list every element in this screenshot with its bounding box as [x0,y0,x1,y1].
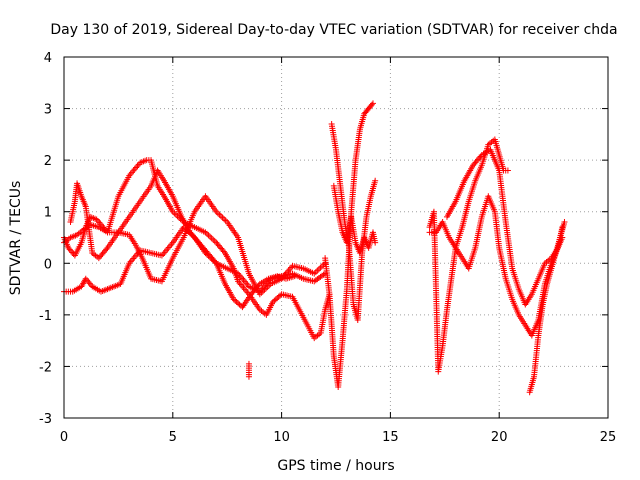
y-tick-label: 0 [44,257,52,272]
data-point [561,219,568,226]
y-axis-label: SDTVAR / TECUs [8,181,24,296]
x-tick-label: 20 [491,430,508,445]
y-tick-label: -3 [39,412,52,427]
series-4 [67,167,298,311]
data-point [372,177,379,184]
data-point [216,211,223,218]
data-point [210,236,217,243]
x-tick-label: 5 [169,430,177,445]
data-point [208,235,215,242]
series-2 [61,193,329,298]
data-point [372,239,379,246]
series-1 [61,157,333,342]
data-point [235,300,242,307]
series-12 [526,219,568,396]
y-tick-label: 4 [44,51,52,66]
data-point [317,264,324,271]
data-point [219,214,226,221]
data-point [271,297,278,304]
data-point [312,269,319,276]
data-point [274,295,281,302]
data-point [277,292,284,299]
data-point [233,298,240,305]
data-point [291,273,298,280]
data-point [272,296,279,303]
data-point [275,293,282,300]
data-point [222,217,229,224]
chart-title: Day 130 of 2019, Sidereal Day-to-day VTE… [50,22,617,38]
data-point [86,280,93,287]
data-point [214,210,221,217]
data-point [477,153,484,160]
y-tick-labels: -3 -2 -1 0 1 2 3 4 [39,51,52,427]
y-tick-label: 3 [44,103,52,118]
y-tick-label: 1 [44,206,52,221]
data-point [230,296,237,303]
series-8 [245,360,252,380]
data-point [236,301,243,308]
data-point [315,266,322,273]
data-point [269,298,276,305]
data-point [368,101,375,108]
series-7 [330,182,379,256]
data-point [207,233,214,240]
plot-frame [63,56,609,419]
x-tick-label: 25 [600,430,617,445]
x-tick-label: 0 [60,430,68,445]
data-point [369,100,376,107]
x-axis-label: GPS time / hours [277,458,394,474]
y-tick-label: -1 [39,309,52,324]
data-point [69,249,76,256]
data-point [221,216,228,223]
series-6 [328,121,379,324]
grid-lines [64,57,608,418]
data-point [211,238,218,245]
data-point [504,167,511,174]
data-point [220,248,227,255]
data-point [255,282,262,289]
data-point [217,213,224,220]
data-point [245,373,252,380]
y-tick-label: -2 [39,360,52,375]
data-points [61,100,568,396]
data-point [85,278,92,285]
x-tick-label: 15 [382,430,399,445]
axis-ticks [63,56,609,419]
y-tick-label: 2 [44,154,52,169]
data-point [67,247,74,254]
series-3 [61,224,329,295]
data-point [232,297,239,304]
x-tick-labels: 0 5 10 15 20 25 [60,430,616,445]
data-point [103,246,110,253]
x-tick-label: 10 [273,430,290,445]
data-point [205,232,212,239]
data-point [212,258,219,265]
